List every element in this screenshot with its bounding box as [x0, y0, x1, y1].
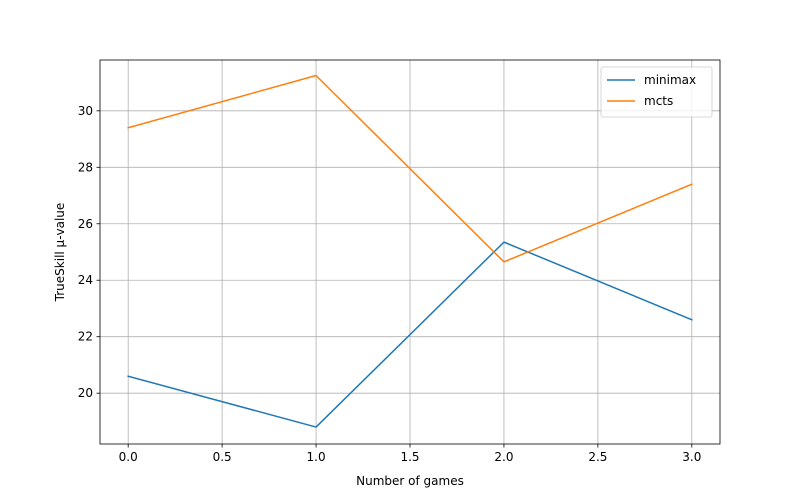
- legend-label-mcts: mcts: [644, 94, 673, 108]
- x-tick-label: 2.0: [494, 450, 513, 464]
- x-tick-label: 1.0: [307, 450, 326, 464]
- y-axis-label: TrueSkill μ-value: [53, 203, 67, 303]
- y-tick-label: 22: [78, 330, 93, 344]
- x-tick-label: 0.5: [213, 450, 232, 464]
- y-tick-label: 20: [78, 386, 93, 400]
- x-axis-label: Number of games: [356, 474, 464, 488]
- legend: minimax mcts: [601, 67, 712, 117]
- y-tick-label: 28: [78, 160, 93, 174]
- legend-label-minimax: minimax: [644, 73, 696, 87]
- y-tick-label: 30: [78, 104, 93, 118]
- y-tick-label: 24: [78, 273, 93, 287]
- x-tick-label: 1.5: [400, 450, 419, 464]
- x-tick-label: 0.0: [119, 450, 138, 464]
- x-tick-label: 3.0: [682, 450, 701, 464]
- x-tick-label: 2.5: [588, 450, 607, 464]
- y-tick-label: 26: [78, 217, 93, 231]
